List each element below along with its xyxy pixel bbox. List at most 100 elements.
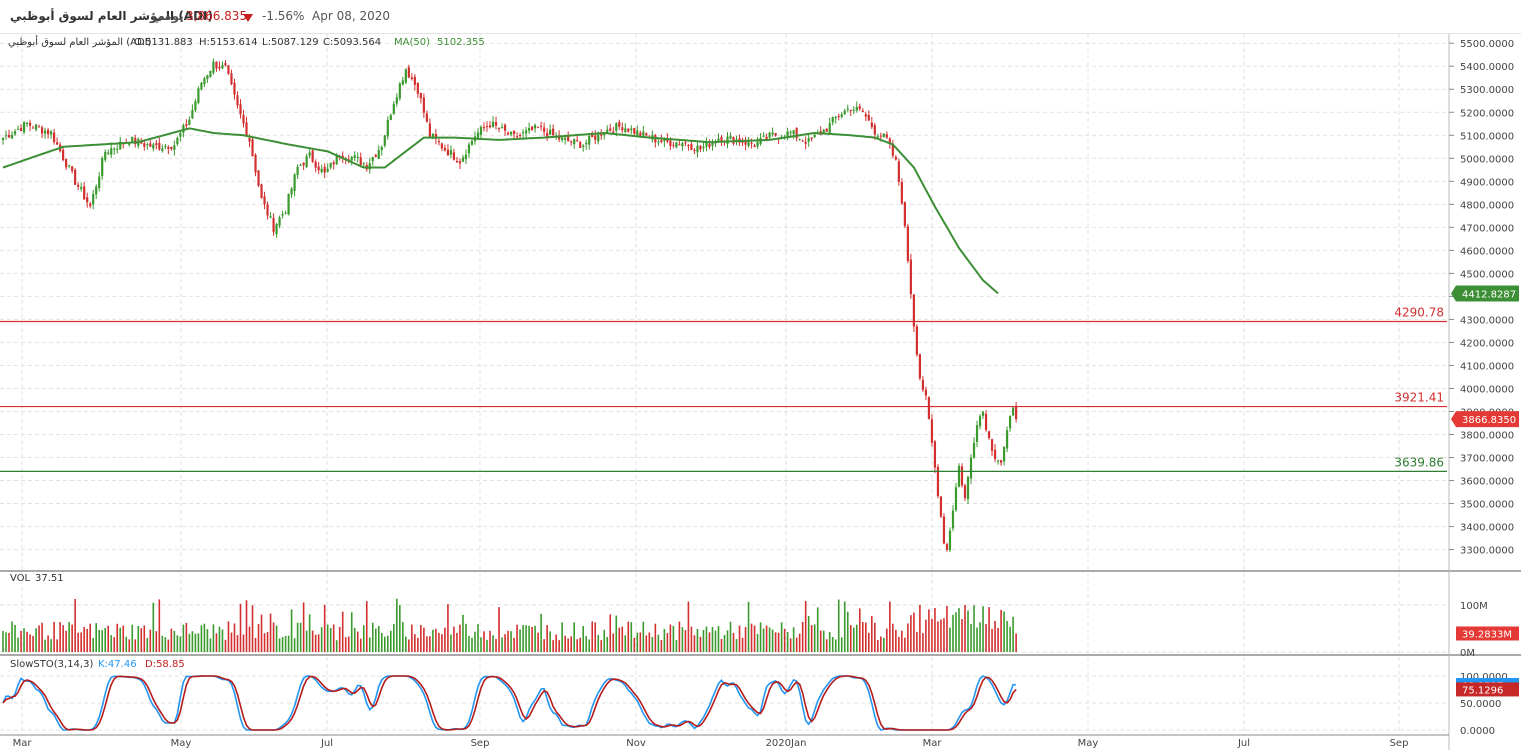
- candle-body: [822, 129, 825, 134]
- volume-bar: [269, 613, 272, 652]
- volume-bar: [937, 621, 939, 652]
- volume-bar: [570, 636, 572, 652]
- volume-bar: [477, 624, 479, 652]
- volume-bar: [417, 637, 419, 652]
- candle-body: [53, 132, 56, 143]
- time-tick-label: Sep: [1390, 738, 1409, 749]
- candle-body: [531, 126, 534, 131]
- candle-body: [729, 135, 732, 139]
- stoch-tick-label: 50.0000: [1460, 699, 1501, 710]
- candle-body: [762, 135, 765, 137]
- candle-body: [407, 67, 410, 78]
- time-tick-label: Jul: [1237, 738, 1250, 749]
- candle-body: [128, 143, 131, 145]
- candle-body: [371, 157, 374, 162]
- volume-bar: [651, 637, 654, 652]
- candle-body: [404, 69, 407, 83]
- candle-body: [945, 544, 949, 550]
- volume-bar: [390, 630, 392, 652]
- volume-bar: [672, 625, 675, 652]
- volume-bar: [600, 640, 603, 652]
- candle-body: [579, 142, 582, 148]
- volume-bar: [741, 637, 744, 652]
- grid-lines: [0, 34, 1449, 735]
- candle-body: [28, 122, 32, 126]
- price-axis: 5500.0000 5400.0000 5300.0000 5200.0000 5100…: [1449, 39, 1519, 557]
- volume-bar: [432, 629, 434, 652]
- candle-body: [167, 147, 170, 149]
- price-highlight-label: 3866.8350: [1462, 415, 1516, 426]
- candle-body: [50, 131, 53, 135]
- horizontal-levels[interactable]: 4290.78 3921.41 3639.86: [0, 306, 1447, 472]
- volume-bar: [849, 625, 852, 652]
- volume-bar: [65, 630, 67, 652]
- price-tick-label: 4700.0000: [1460, 223, 1514, 234]
- stoch-legend-d: D:58.85: [145, 659, 185, 670]
- candle-body: [173, 145, 176, 150]
- volume-bar: [260, 614, 263, 652]
- candle-body: [149, 143, 152, 147]
- candle-body: [209, 70, 212, 77]
- candle-body: [870, 122, 873, 128]
- candle-body: [497, 127, 501, 129]
- candle-body: [549, 129, 552, 135]
- candle-body: [852, 109, 855, 111]
- candle-body: [317, 166, 320, 171]
- volume-bar: [693, 635, 696, 652]
- candle-body: [564, 137, 567, 140]
- volume-bar: [98, 629, 100, 652]
- volume-bar: [994, 620, 996, 652]
- volume-bar: [8, 632, 10, 652]
- volume-bar: [874, 622, 876, 652]
- candle-body: [527, 128, 531, 131]
- candlestick-series[interactable]: [1, 58, 1018, 553]
- candle-body: [612, 131, 615, 133]
- candle-body: [224, 63, 227, 66]
- candle-body: [98, 176, 101, 189]
- volume-bar: [411, 624, 413, 652]
- candle-body: [146, 144, 149, 146]
- volume-bar: [371, 622, 374, 652]
- volume-bar: [681, 627, 684, 652]
- candle-body: [377, 149, 380, 160]
- volume-bar: [804, 601, 807, 652]
- candle-body: [594, 135, 597, 140]
- volume-bar: [976, 627, 978, 652]
- candle-body: [71, 166, 74, 171]
- candle-body: [795, 128, 798, 139]
- volume-bar: [441, 634, 443, 652]
- volume-bar: [158, 599, 161, 652]
- volume-bar: [155, 631, 158, 652]
- candle-body: [948, 530, 952, 551]
- volume-bar: [483, 631, 485, 652]
- candle-body: [624, 128, 627, 133]
- price-tick-label: 3700.0000: [1460, 454, 1514, 465]
- candle-body: [43, 130, 47, 134]
- candle-body: [74, 169, 77, 185]
- interval-selector[interactable]: يومي: [152, 9, 184, 23]
- candle-body: [669, 140, 672, 147]
- volume-bar: [341, 611, 344, 652]
- volume-bar: [182, 624, 185, 652]
- candle-body: [296, 166, 299, 176]
- volume-bar: [188, 633, 191, 652]
- instrument-title[interactable]: المؤشر العام لسوق أبوظبي (ADI): [10, 9, 213, 23]
- candle-body: [245, 122, 248, 137]
- volume-last-box: [1456, 626, 1519, 641]
- candle-body: [768, 132, 771, 138]
- candle-body: [242, 114, 245, 124]
- change-percent: -1.56%: [262, 9, 305, 23]
- price-tick-label: 4300.0000: [1460, 315, 1514, 326]
- volume-bar: [426, 636, 428, 652]
- volume-bar: [831, 636, 834, 652]
- candle-body: [972, 442, 976, 458]
- volume-bar: [44, 639, 46, 652]
- volume-bar: [771, 629, 774, 652]
- candle-body: [308, 152, 311, 156]
- volume-bar: [92, 637, 94, 652]
- candle-body: [16, 128, 20, 130]
- volume-bar: [810, 625, 813, 652]
- volume-bar: [173, 630, 176, 652]
- candle-body: [576, 140, 579, 142]
